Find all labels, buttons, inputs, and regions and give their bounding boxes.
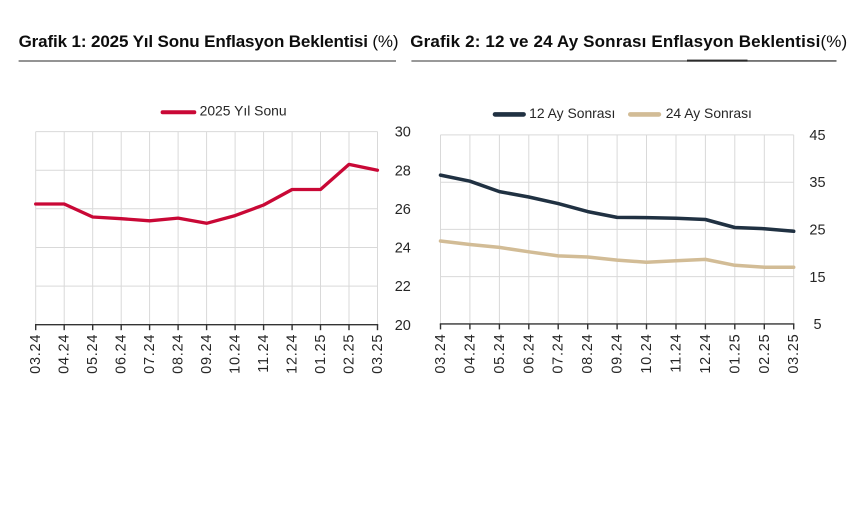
svg-text:28: 28: [395, 163, 411, 179]
svg-text:03.25: 03.25: [786, 334, 802, 374]
svg-text:09.24: 09.24: [610, 334, 626, 374]
svg-text:03.25: 03.25: [370, 334, 386, 374]
svg-text:11.24: 11.24: [256, 334, 272, 373]
svg-text:15: 15: [809, 270, 825, 286]
svg-text:30: 30: [395, 125, 411, 141]
svg-text:06.24: 06.24: [521, 334, 537, 374]
svg-text:24 Ay Sonrası: 24 Ay Sonrası: [666, 105, 752, 121]
svg-text:08.24: 08.24: [171, 334, 187, 374]
svg-text:04.24: 04.24: [462, 334, 478, 374]
svg-text:11.24: 11.24: [669, 334, 685, 373]
svg-text:5: 5: [813, 317, 821, 333]
svg-text:Grafik 2: 12 ve 24 Ay Sonrası: Grafik 2: 12 ve 24 Ay Sonrası Enflasyon …: [410, 32, 847, 51]
svg-text:Grafik 1: 2025 Yıl Sonu Enflas: Grafik 1: 2025 Yıl Sonu Enflasyon Beklen…: [19, 32, 399, 51]
svg-text:02.25: 02.25: [342, 334, 358, 374]
svg-text:20: 20: [395, 318, 411, 334]
svg-text:04.24: 04.24: [57, 334, 73, 374]
svg-text:03.24: 03.24: [28, 334, 44, 374]
svg-text:25: 25: [809, 223, 825, 239]
svg-text:12.24: 12.24: [285, 334, 301, 374]
svg-text:26: 26: [395, 202, 411, 218]
svg-text:03.24: 03.24: [433, 334, 449, 374]
svg-text:06.24: 06.24: [114, 334, 130, 374]
svg-text:08.24: 08.24: [580, 334, 596, 374]
svg-text:24: 24: [395, 241, 411, 257]
svg-text:01.25: 01.25: [313, 334, 329, 374]
svg-text:35: 35: [809, 175, 825, 191]
svg-text:01.25: 01.25: [727, 334, 743, 374]
svg-text:12 Ay Sonrası: 12 Ay Sonrası: [529, 105, 615, 121]
svg-text:09.24: 09.24: [199, 334, 215, 374]
svg-text:12.24: 12.24: [698, 334, 714, 374]
svg-text:2025 Yıl Sonu: 2025 Yıl Sonu: [200, 103, 287, 119]
svg-text:07.24: 07.24: [551, 334, 567, 374]
svg-text:10.24: 10.24: [228, 334, 244, 374]
svg-text:07.24: 07.24: [142, 334, 158, 374]
svg-text:05.24: 05.24: [85, 334, 101, 374]
svg-text:02.25: 02.25: [757, 334, 773, 374]
svg-text:22: 22: [395, 279, 411, 295]
svg-text:05.24: 05.24: [492, 334, 508, 374]
svg-text:10.24: 10.24: [639, 334, 655, 374]
svg-text:45: 45: [809, 128, 825, 144]
